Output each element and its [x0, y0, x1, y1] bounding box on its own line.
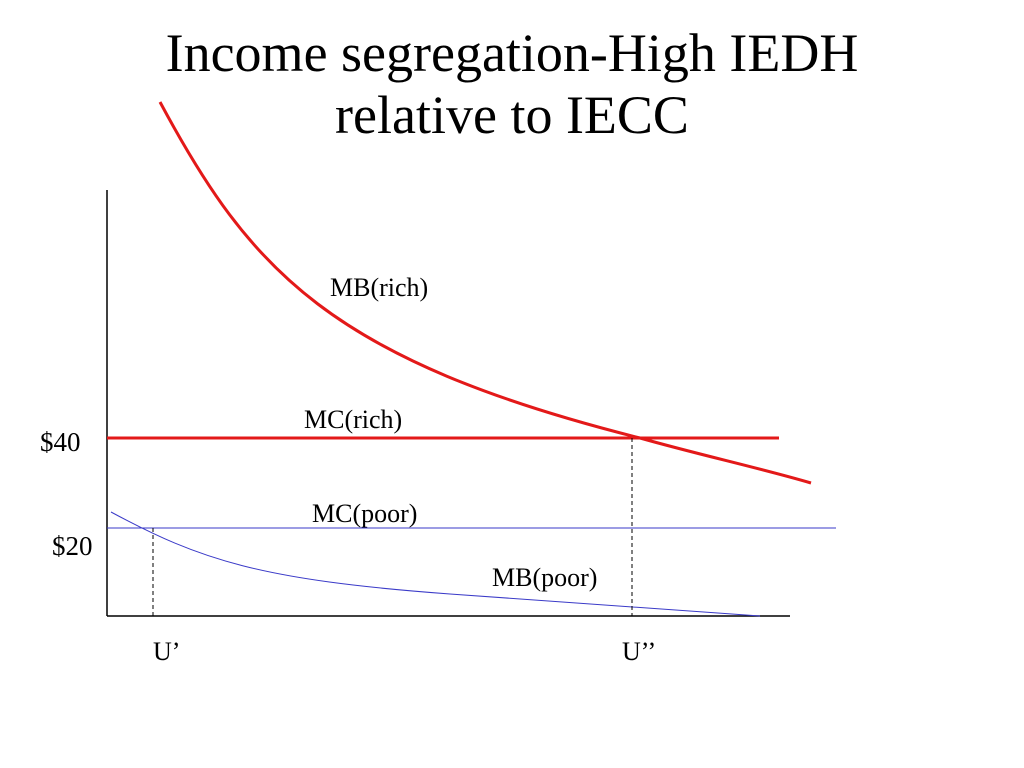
- mc-rich-label: MC(rich): [304, 405, 402, 434]
- mc-poor-label: MC(poor): [312, 499, 417, 528]
- u-double-prime-label: U’’: [622, 637, 656, 666]
- price-40-label: $40: [40, 427, 81, 457]
- price-20-label: $20: [52, 531, 93, 561]
- mb-rich-label: MB(rich): [330, 273, 428, 302]
- mb-poor-label: MB(poor): [492, 563, 597, 592]
- mb-poor-curve: [110, 511, 761, 617]
- title-line-1: Income segregation-High IEDH: [165, 23, 859, 83]
- title-line-2: relative to IECC: [335, 85, 689, 145]
- mb-rich-curve: [158, 101, 812, 485]
- u-prime-label: U’: [153, 637, 180, 666]
- slide-title: Income segregation-High IEDH relative to…: [0, 22, 1024, 146]
